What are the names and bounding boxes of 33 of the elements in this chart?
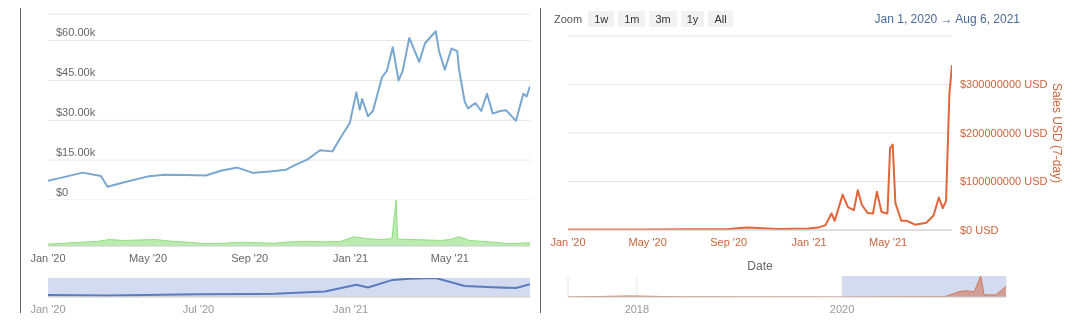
text: All <box>708 11 733 27</box>
x-tick-label: Sep '20 <box>231 251 269 264</box>
y-tick-label: $45.00k <box>56 66 96 79</box>
text: 3m <box>649 11 677 27</box>
x-axis-title: Date <box>747 259 773 273</box>
y-tick-label: $300000000 USD <box>960 78 1048 91</box>
text: 1m <box>618 11 646 27</box>
y-tick-label: $30.00k <box>56 106 96 119</box>
y-tick-label: $0 <box>56 185 69 198</box>
y-tick-label: $0 USD <box>960 223 999 236</box>
text: 1y <box>680 11 705 27</box>
x-tick-label: Jan '21 <box>333 251 369 264</box>
y-tick-label: $100000000 USD <box>960 175 1048 188</box>
text: Jan 1, 2020 → Aug 6, 2021 <box>874 12 1020 26</box>
x-tick-label: 2018 <box>624 302 650 315</box>
x-tick-label: May '21 <box>869 235 908 248</box>
x-tick-label: Jan '21 <box>333 302 369 315</box>
y-tick-label: $60.00k <box>56 26 96 39</box>
x-tick-label: Jan '20 <box>30 251 66 264</box>
x-tick-label: May '20 <box>628 235 667 248</box>
x-tick-label: Jan '21 <box>791 235 827 248</box>
y-axis-title: Sales USD (7-day) <box>1049 82 1064 184</box>
x-tick-label: May '21 <box>430 251 469 264</box>
text: Zoom <box>554 13 583 25</box>
y-tick-label: $200000000 USD <box>960 126 1048 139</box>
x-tick-label: 2020 <box>829 302 855 315</box>
x-tick-label: Jan '20 <box>550 235 586 248</box>
y-tick-label: $15.00k <box>56 146 96 159</box>
x-tick-label: May '20 <box>128 251 168 264</box>
x-tick-label: Jan '20 <box>30 302 66 315</box>
x-tick-label: Jul '20 <box>182 302 215 315</box>
x-tick-label: Sep '20 <box>710 235 748 248</box>
text: 1w <box>588 11 615 27</box>
